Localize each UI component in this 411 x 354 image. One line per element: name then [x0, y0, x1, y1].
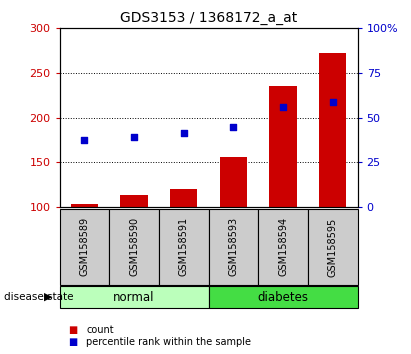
Bar: [120, 195, 148, 207]
Text: ■: ■: [68, 337, 77, 347]
Bar: [258, 209, 308, 285]
Bar: [270, 86, 297, 207]
Bar: [308, 209, 358, 285]
Bar: [208, 209, 258, 285]
Text: GSM158590: GSM158590: [129, 217, 139, 276]
Point: [230, 124, 237, 130]
Text: ▶: ▶: [44, 292, 53, 302]
Bar: [319, 53, 346, 207]
Bar: [60, 209, 109, 285]
Text: count: count: [86, 325, 114, 335]
Point: [131, 135, 137, 140]
Bar: [159, 209, 208, 285]
Text: GSM158593: GSM158593: [229, 217, 238, 276]
Text: GSM158594: GSM158594: [278, 217, 288, 276]
Bar: [220, 157, 247, 207]
Bar: [60, 286, 209, 308]
Point: [180, 130, 187, 136]
Text: disease state: disease state: [4, 292, 74, 302]
Text: GSM158595: GSM158595: [328, 217, 338, 276]
Text: diabetes: diabetes: [258, 291, 309, 303]
Text: GSM158589: GSM158589: [79, 217, 90, 276]
Bar: [109, 209, 159, 285]
Bar: [208, 286, 358, 308]
Text: normal: normal: [113, 291, 155, 303]
Point: [81, 137, 88, 143]
Text: percentile rank within the sample: percentile rank within the sample: [86, 337, 251, 347]
Bar: [71, 204, 98, 207]
Text: GSM158591: GSM158591: [179, 217, 189, 276]
Point: [280, 104, 286, 110]
Bar: [170, 189, 197, 207]
Title: GDS3153 / 1368172_a_at: GDS3153 / 1368172_a_at: [120, 11, 297, 24]
Point: [330, 99, 336, 104]
Text: ■: ■: [68, 325, 77, 335]
